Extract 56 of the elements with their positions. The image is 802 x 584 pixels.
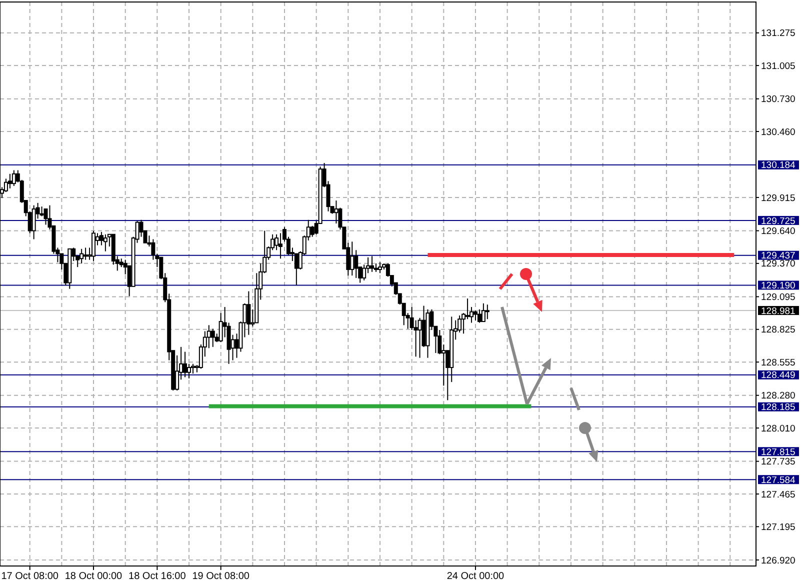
- candlestick: [310, 225, 314, 238]
- candlestick: [473, 310, 478, 321]
- candlestick: [485, 304, 490, 320]
- y-tick-label: 128.280: [761, 390, 796, 402]
- candlestick: [210, 328, 215, 348]
- candlestick: [334, 200, 338, 224]
- candlestick: [84, 247, 88, 260]
- y-tick-label: 128.825: [761, 324, 796, 336]
- candlestick: [183, 351, 188, 378]
- y-tick-label: 127.735: [761, 456, 796, 468]
- ref-line-label: 128.981: [761, 306, 796, 317]
- ref-line-label: 128.185: [761, 402, 796, 414]
- y-tick-label: 127.465: [761, 489, 796, 500]
- candlestick: [378, 262, 382, 274]
- ref-line-label: 129.725: [761, 216, 796, 227]
- y-tick-label: 128.555: [761, 357, 796, 368]
- y-tick-label: 129.915: [761, 192, 796, 204]
- ref-line-label: 127.584: [761, 474, 796, 486]
- ref-line-label: 130.184: [761, 160, 796, 172]
- candlestick: [44, 208, 48, 226]
- y-tick-label: 127.195: [761, 522, 796, 533]
- y-tick-label: 128.010: [761, 423, 796, 434]
- candlestick: [477, 308, 482, 324]
- candlestick: [12, 170, 16, 186]
- x-tick-label: 18 Oct 16:00: [128, 571, 186, 582]
- candlestick: [80, 248, 84, 264]
- candlestick: [354, 250, 358, 278]
- ref-line-label: 129.190: [761, 280, 796, 292]
- candlestick: [187, 363, 191, 379]
- y-tick-label: 129.095: [761, 292, 796, 304]
- x-tick-label: 17 Oct 08:00: [1, 571, 59, 582]
- candlestick: [278, 232, 283, 260]
- y-tick-label: 129.370: [761, 258, 796, 270]
- x-tick-label: 18 Oct 00:00: [64, 571, 123, 582]
- candlestick: [8, 173, 12, 189]
- candlestick: [418, 317, 422, 358]
- y-tick-label: 126.920: [761, 555, 796, 566]
- candlestick: [481, 302, 486, 322]
- y-tick-label: 130.460: [761, 126, 796, 138]
- candlestick: [246, 290, 251, 336]
- candlestick: [40, 206, 44, 217]
- ref-line-label: 127.815: [761, 446, 796, 458]
- candlestick: [190, 363, 195, 374]
- y-tick-label: 131.275: [761, 28, 796, 40]
- candlestick: [370, 256, 374, 272]
- ref-line-label: 128.449: [761, 370, 796, 382]
- candlestick: [466, 298, 470, 320]
- x-tick-label: 19 Oct 08:00: [192, 571, 250, 582]
- y-tick-label: 129.640: [761, 226, 796, 238]
- candlestick: [350, 241, 354, 276]
- candlestick: [103, 234, 108, 252]
- y-tick-label: 130.730: [761, 94, 796, 106]
- candlestick: [92, 230, 96, 262]
- x-tick-label: 24 Oct 00:00: [446, 571, 505, 582]
- candlestick: [32, 204, 36, 240]
- y-tick-label: 131.005: [761, 60, 796, 72]
